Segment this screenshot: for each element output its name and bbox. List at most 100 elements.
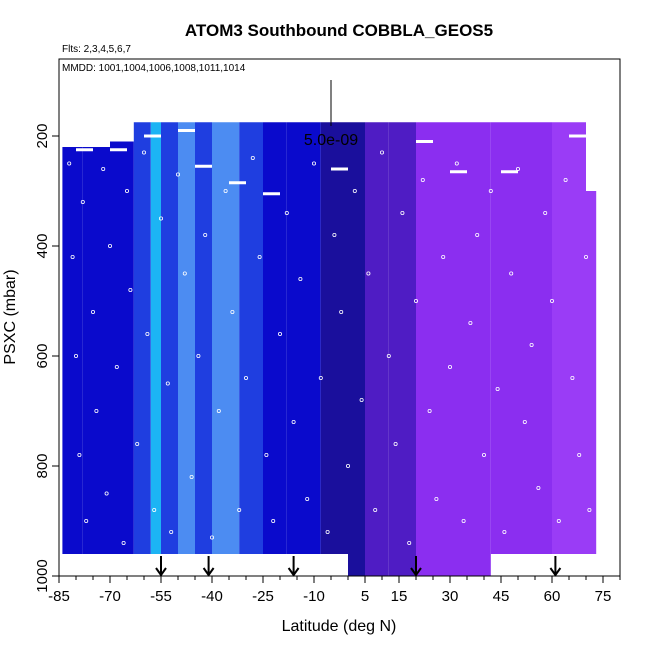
sample-point-65 [468, 320, 473, 325]
x-tick-label: 30 [442, 588, 459, 605]
sample-point-22 [175, 172, 180, 177]
sample-point-20 [165, 381, 170, 386]
flight-segments-layer [76, 129, 586, 196]
sample-point-49 [359, 397, 364, 402]
curtain-column-8 [212, 122, 240, 554]
curtain-column-17 [450, 122, 491, 576]
curtain-column-2 [110, 141, 134, 554]
curtain-layer [62, 122, 597, 576]
sample-point-43 [318, 375, 323, 380]
curtain-column-4 [150, 122, 161, 554]
sample-point-76 [543, 210, 548, 215]
curtain-column-10 [263, 122, 287, 554]
sample-point-58 [420, 177, 425, 182]
x-tick-label: -40 [201, 588, 223, 605]
sample-point-5 [84, 519, 89, 524]
profile-marker-0 [155, 556, 167, 577]
dates-label: MMDD: 1001,1004,1006,1008,1011,1014 [62, 63, 246, 74]
sample-points-layer [67, 150, 592, 546]
sample-point-16 [141, 150, 146, 155]
x-axis-label: Latitude (deg N) [282, 618, 397, 635]
sample-point-28 [216, 408, 221, 413]
sample-point-72 [516, 166, 521, 171]
chart-title: ATOM3 Southbound COBBLA_GEOS5 [185, 21, 493, 40]
sample-point-75 [536, 485, 541, 490]
curtain-column-11 [286, 122, 321, 554]
sample-point-61 [441, 254, 446, 259]
y-tick-label: 600 [34, 343, 51, 368]
y-axis: 200 400 600 800 1000 [34, 123, 59, 593]
x-tick-label: 15 [391, 588, 408, 605]
scale-bar-label: 5.0e-09 [304, 132, 358, 149]
curtain-column-5 [161, 122, 178, 554]
sample-point-41 [305, 496, 310, 501]
x-tick-label: 75 [595, 588, 612, 605]
curtain-column-12 [320, 122, 348, 554]
sample-point-19 [158, 216, 163, 221]
profile-marker-1 [202, 556, 215, 577]
x-axis: -85 -70 -55 -40 -25 -10 5 15 30 45 60 75 [48, 576, 621, 605]
y-tick-label: 1000 [34, 559, 51, 592]
sample-point-45 [332, 232, 337, 237]
sample-point-66 [475, 232, 480, 237]
sample-point-25 [196, 353, 201, 358]
curtain-column-14 [365, 122, 389, 576]
plot-frame [58, 58, 621, 577]
profile-marker-2 [287, 556, 300, 577]
sample-point-54 [393, 441, 398, 446]
scale-bar: 5.0e-09 [304, 80, 358, 149]
sample-point-30 [230, 309, 235, 314]
sample-point-27 [209, 535, 214, 540]
curtain-column-15 [388, 122, 416, 576]
sample-point-51 [373, 507, 378, 512]
sample-point-32 [243, 375, 248, 380]
sample-point-52 [379, 150, 384, 155]
sample-point-70 [502, 530, 507, 535]
sample-point-17 [145, 331, 150, 336]
sample-point-21 [169, 530, 174, 535]
sample-point-69 [495, 386, 500, 391]
sample-point-46 [339, 309, 344, 314]
x-tick-label: 60 [544, 588, 561, 605]
curtain-column-19 [552, 122, 586, 554]
curtain-column-18 [490, 122, 552, 554]
curtain-column-16 [416, 122, 450, 576]
sample-point-11 [114, 364, 119, 369]
curtain-column-20 [586, 191, 597, 554]
sample-point-24 [189, 474, 194, 479]
y-axis-label: PSXC (mbar) [2, 269, 19, 364]
x-tick-label: -85 [48, 588, 70, 605]
sample-point-39 [291, 419, 296, 424]
sample-point-9 [104, 491, 109, 496]
curtain-column-6 [178, 122, 195, 554]
sample-point-3 [77, 452, 82, 457]
curtain-column-7 [195, 122, 212, 554]
sample-point-60 [434, 496, 439, 501]
sample-point-35 [264, 452, 269, 457]
curtain-column-13 [348, 122, 365, 576]
sample-point-83 [587, 507, 592, 512]
sample-point-81 [577, 452, 582, 457]
sample-point-47 [345, 463, 350, 468]
x-tick-label: -10 [303, 588, 325, 605]
sample-point-0 [67, 161, 72, 166]
sample-point-6 [91, 309, 96, 314]
sample-point-57 [413, 298, 418, 303]
sample-point-14 [128, 287, 133, 292]
curtain-column-0 [62, 147, 83, 554]
sample-point-82 [584, 254, 589, 259]
sample-point-44 [325, 530, 330, 535]
sample-point-26 [203, 232, 208, 237]
x-tick-label: -70 [99, 588, 121, 605]
y-tick-label: 400 [34, 233, 51, 258]
flights-label: Flts: 2,3,4,5,6,7 [62, 44, 131, 55]
y-tick-label: 200 [34, 123, 51, 148]
sample-point-71 [509, 271, 514, 276]
sample-point-18 [152, 507, 157, 512]
sample-point-36 [271, 519, 276, 524]
sample-point-38 [284, 210, 289, 215]
sample-point-62 [447, 364, 452, 369]
sample-point-23 [182, 271, 187, 276]
x-tick-label: -55 [150, 588, 172, 605]
